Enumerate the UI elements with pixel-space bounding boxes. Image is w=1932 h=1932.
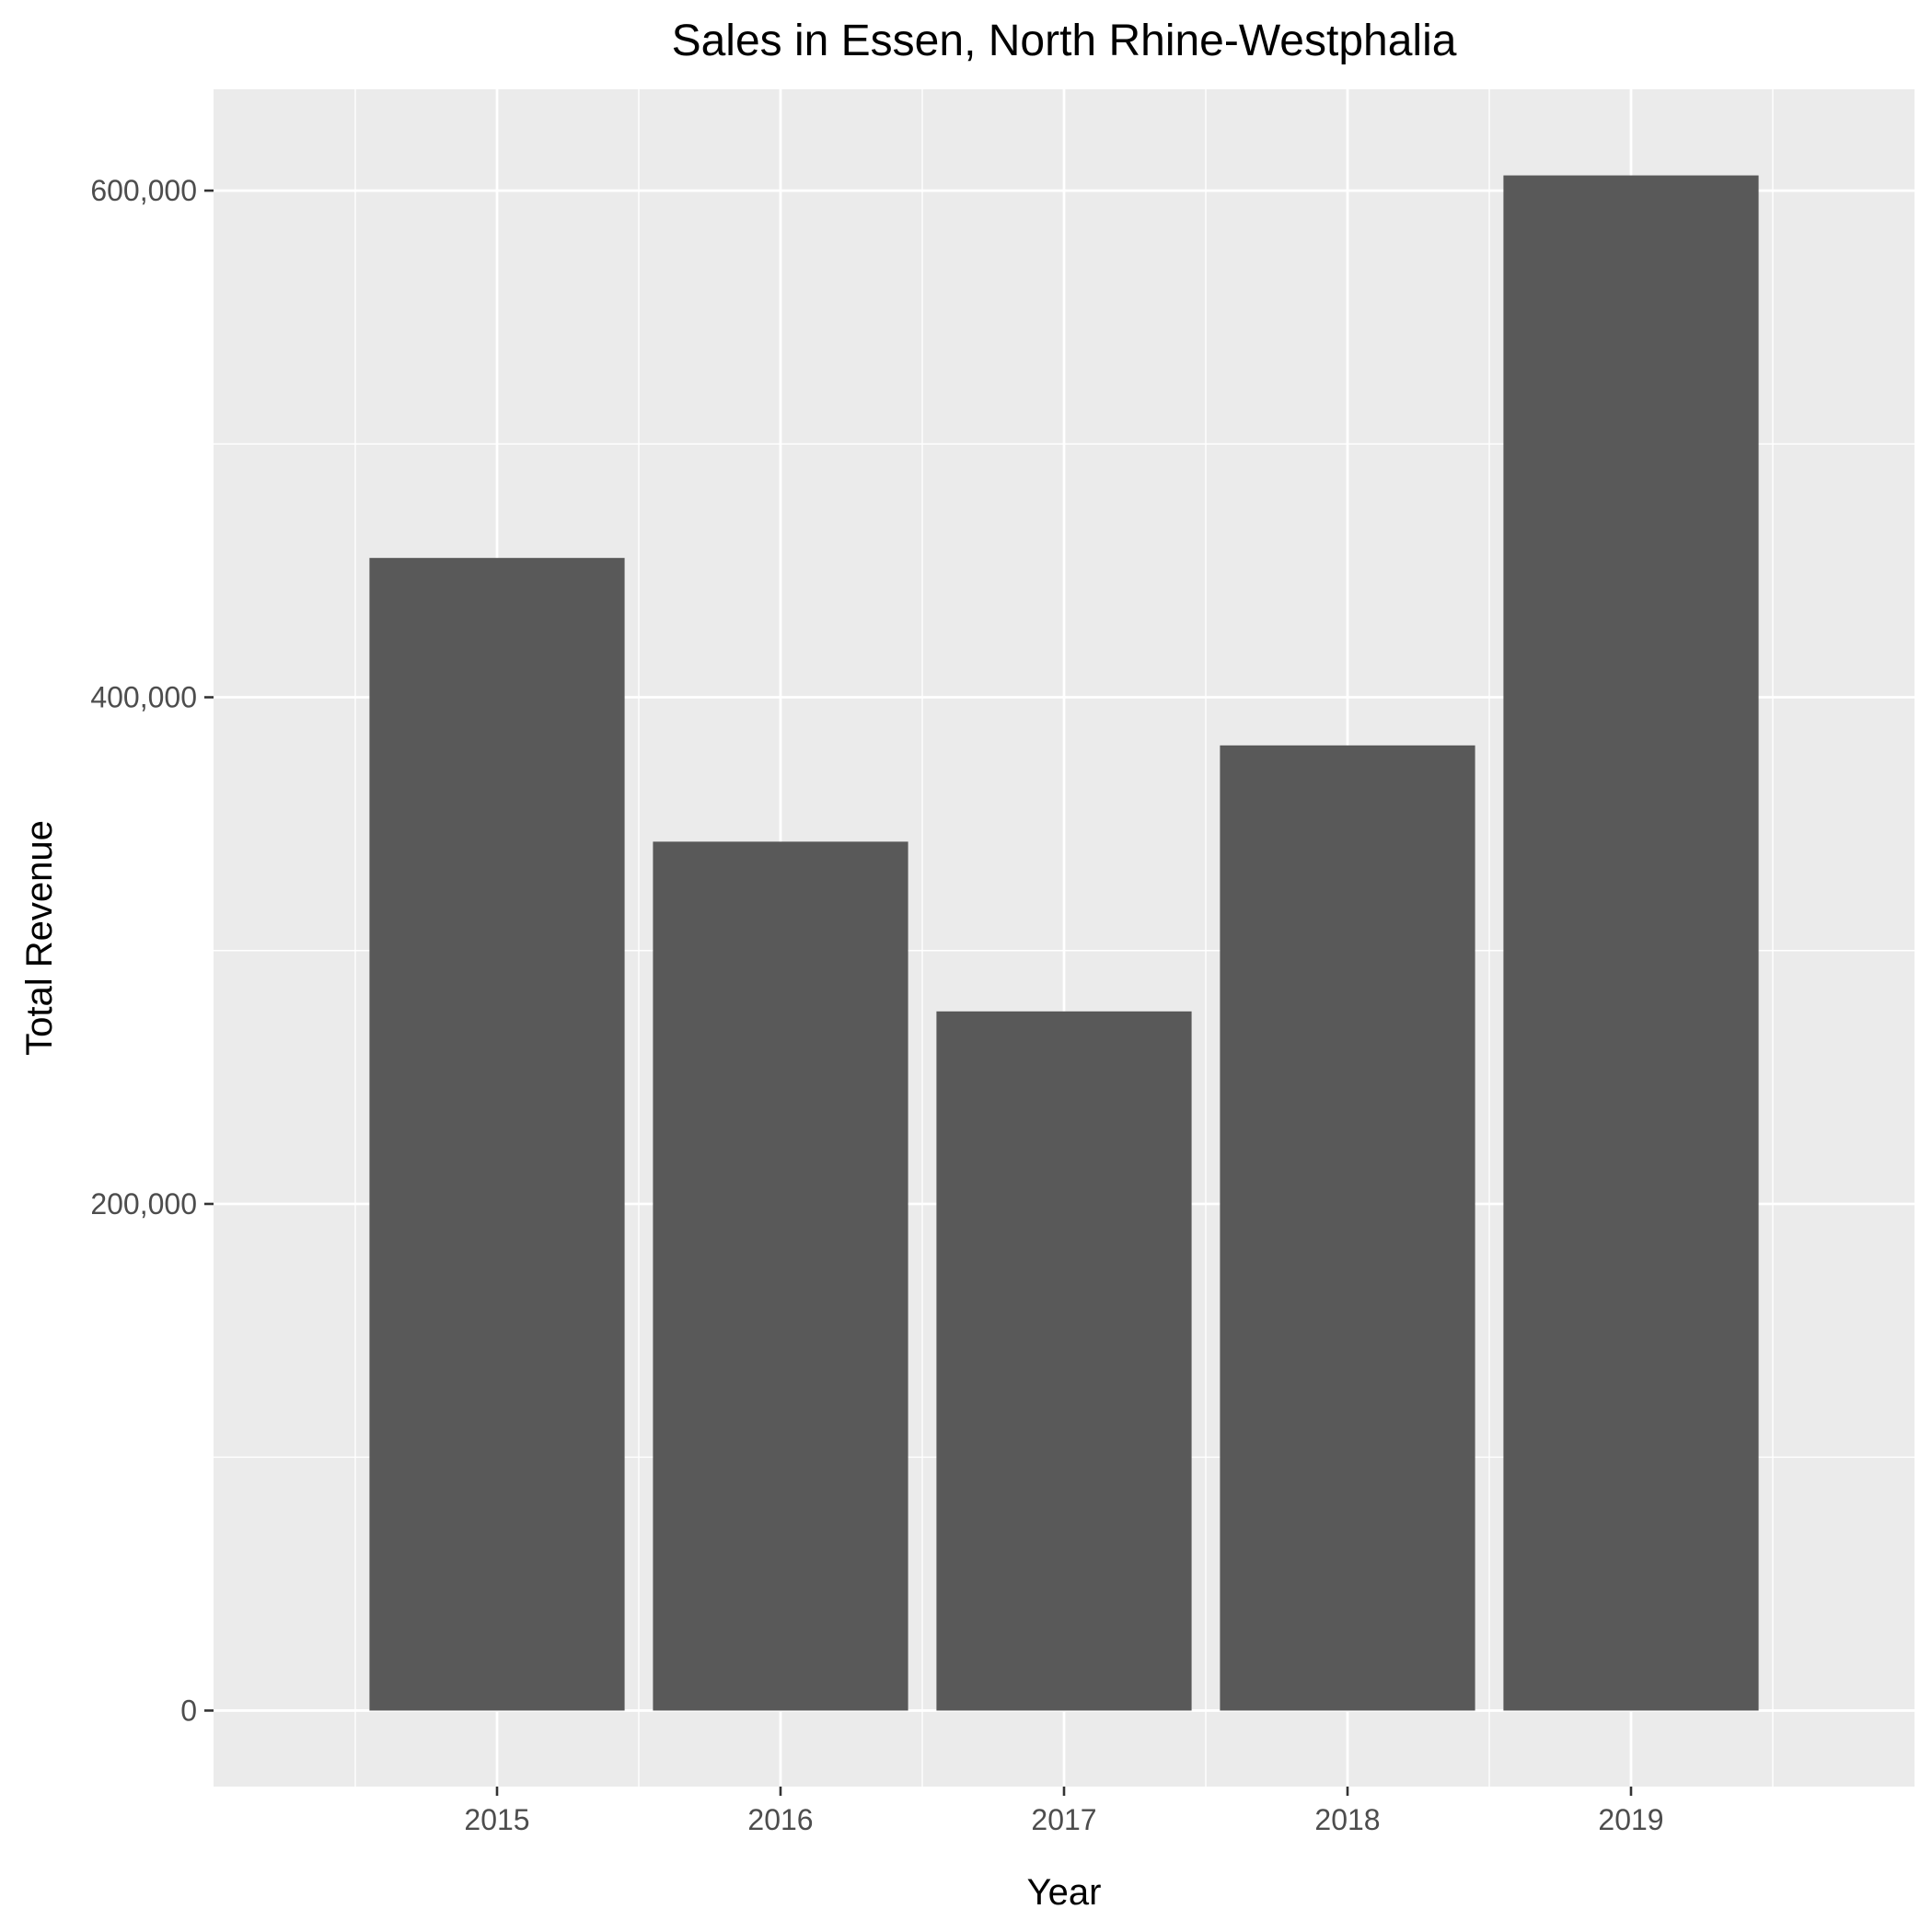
bar-2019 <box>1503 176 1758 1711</box>
x-tick-label: 2016 <box>747 1803 813 1836</box>
y-tick-label: 400,000 <box>90 681 197 714</box>
x-axis-title: Year <box>1027 1872 1102 1913</box>
y-tick-label: 200,000 <box>90 1187 197 1221</box>
y-tick-label: 600,000 <box>90 174 197 207</box>
chart-title: Sales in Essen, North Rhine-Westphalia <box>672 17 1457 65</box>
bar-2016 <box>653 841 908 1710</box>
x-tick-label: 2018 <box>1314 1803 1380 1836</box>
y-tick-label: 0 <box>180 1694 197 1727</box>
y-axis-title: Total Revenue <box>19 820 60 1056</box>
x-tick-label: 2017 <box>1031 1803 1096 1836</box>
bar-2017 <box>936 1012 1191 1711</box>
x-tick-label: 2019 <box>1598 1803 1663 1836</box>
bar-2018 <box>1220 746 1475 1711</box>
x-tick-label: 2015 <box>464 1803 529 1836</box>
bar-2015 <box>369 558 624 1710</box>
